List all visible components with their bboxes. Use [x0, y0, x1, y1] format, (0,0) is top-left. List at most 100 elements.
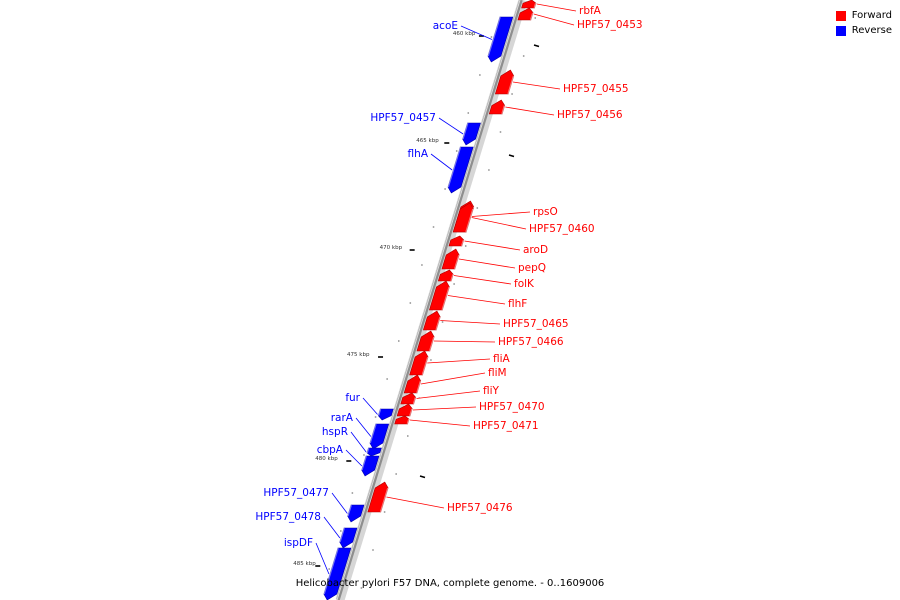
gene-label: HPF57_0460 [529, 223, 595, 235]
gene-arrow-shade [447, 146, 462, 188]
gene-arrow-shade [486, 16, 501, 57]
gene-arrow-shade [507, 75, 515, 95]
gene-fur-shape [377, 408, 394, 421]
gene-arrow-shade [365, 447, 370, 454]
gene-arrow [323, 547, 352, 600]
gene-leader-line [438, 117, 464, 135]
gene-leader-line [412, 406, 477, 411]
gene-label: HPF57_0453 [577, 19, 643, 31]
legend-swatch-forward [835, 10, 846, 21]
gene-arrow [361, 455, 380, 477]
gene-arrow-shade [368, 423, 377, 444]
tick-label: 485 kbp [293, 561, 316, 567]
gene-label: HPF57_0466 [498, 336, 564, 348]
gene-acoe-shape [486, 16, 514, 63]
gene-arrow-shade [346, 504, 352, 517]
gene-arrow [521, 0, 537, 9]
gene-leader-line [420, 372, 486, 385]
tick-mark [419, 475, 426, 479]
gene-leader-line [533, 13, 575, 26]
gene-arrow [488, 99, 506, 115]
gene-leader-line [512, 81, 561, 90]
gene-hpf57_0476-shape [367, 481, 390, 513]
gene-arod-shape [448, 235, 465, 247]
gene-arrow [487, 16, 514, 63]
minor-ticks [328, 17, 537, 589]
gene-arrow-shade [450, 274, 455, 282]
gene-label: HPF57_0471 [473, 420, 539, 432]
gene-ispdf-shape [322, 547, 352, 600]
gene-label: HPF57_0456 [557, 109, 623, 121]
gene-labels: rbfA HPF57_0453 acoE HPF57_0455 HPF57_0456 HP… [255, 5, 642, 549]
gene-label: HPF57_0465 [503, 318, 569, 330]
gene-arrow [400, 392, 417, 405]
gene-label: HPF57_0478 [255, 511, 321, 523]
gene-flim-shape [403, 374, 422, 394]
gene-flia-shape [409, 350, 430, 376]
gene-label: fur [345, 392, 360, 404]
gene-arrow-shade [360, 455, 367, 471]
gene-flhf-shape [429, 280, 451, 311]
gene-hpf57_0478-shape [338, 527, 358, 549]
gene-leader-line [505, 106, 555, 116]
legend: Forward Reverse [835, 8, 892, 38]
gene-arrow-shade [377, 408, 382, 416]
gene-arrow-shade [322, 547, 339, 595]
gene-hpf57_0477-shape [346, 504, 365, 523]
gene-hpf57_0471-shape [394, 415, 411, 425]
gene-hspr-shape [365, 447, 382, 457]
gene-label: cbpA [317, 444, 344, 456]
gene-label: aroD [523, 244, 548, 256]
gene-arrow [396, 403, 413, 417]
gene-rara-shape [368, 423, 390, 450]
gene-label: hspR [322, 426, 348, 438]
gene-leader-line [464, 240, 521, 251]
gene-arrow-shade [421, 356, 430, 376]
map-caption: Helicobacter pylori F57 DNA, complete ge… [295, 578, 605, 589]
gene-arrow [347, 504, 365, 523]
gene-label: folK [514, 278, 535, 290]
gene-leader-line [447, 295, 506, 305]
gene-arrow [366, 447, 382, 457]
gene-arrow-shade [409, 408, 414, 417]
gene-arrow [452, 202, 474, 233]
gene-arrow-shade [461, 239, 465, 247]
gene-leader-line [362, 397, 378, 415]
gene-arrow [429, 280, 450, 311]
tick-label: 465 kbp [416, 138, 439, 144]
gene-leader-line [345, 449, 363, 467]
gene-arrow [403, 374, 422, 394]
gene-leader-line [433, 340, 496, 343]
gene-arrow [377, 408, 394, 421]
gene-arrow [369, 423, 390, 450]
gene-label: rbfA [579, 5, 602, 17]
gene-arrow-shade [465, 208, 475, 233]
gene-arrow [394, 415, 410, 425]
gene-arrow [441, 248, 460, 270]
gene-leader-line [471, 211, 531, 217]
gene-label: fliM [488, 367, 507, 379]
gene-hpf57_0465-shape [422, 310, 442, 331]
gene-arrow [422, 310, 441, 331]
gene-arrow-shade [412, 397, 417, 405]
gene-label: HPF57_0476 [447, 502, 513, 514]
gene-arrow-shade [461, 122, 469, 140]
gene-leader-line [416, 390, 481, 399]
gene-label: HPF57_0477 [263, 487, 329, 499]
gene-arrow [367, 481, 389, 513]
gene-fliy-shape [400, 392, 417, 405]
gene-arrow [437, 269, 454, 282]
gene-leader-line [386, 496, 445, 509]
tick-label: 460 kbp [453, 31, 476, 37]
gene-hpf57_0456-shape [488, 99, 506, 115]
gene-rbfa-shape [521, 0, 537, 9]
gene-arrow [447, 146, 474, 194]
gene-hpf57_0457-shape [461, 122, 481, 146]
gene-arrow-shade [338, 527, 345, 543]
gene-arrow [517, 7, 534, 21]
gene-pepq-shape [441, 248, 461, 270]
legend-swatch-reverse [835, 25, 846, 36]
gene-arrow [409, 350, 429, 376]
gene-hpf57_0453-shape [517, 7, 535, 21]
